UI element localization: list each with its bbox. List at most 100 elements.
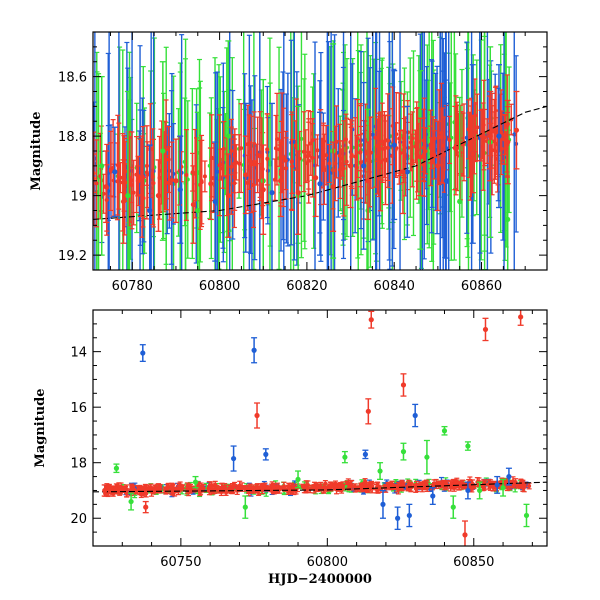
data-point — [365, 408, 371, 414]
data-point — [143, 504, 149, 510]
series-2 — [103, 90, 520, 244]
data-point — [123, 180, 128, 185]
data-point — [129, 178, 134, 183]
data-point — [465, 443, 471, 449]
data-point — [424, 454, 430, 460]
data-point — [160, 148, 166, 154]
data-point — [245, 142, 250, 147]
x-tick-label: 60840 — [374, 279, 415, 294]
data-point — [414, 139, 419, 144]
data-point — [500, 485, 506, 491]
data-point — [362, 451, 368, 457]
data-point — [201, 486, 206, 491]
data-point — [520, 480, 525, 485]
data-point — [260, 187, 266, 193]
top-panel-ylabel: Magnitude — [29, 111, 44, 190]
data-point — [370, 132, 375, 137]
data-point — [198, 182, 203, 187]
data-point — [158, 484, 163, 489]
top-panel: 60780 60800 60820 60840 6086018.618.81919.2 … — [29, 31, 548, 294]
data-point — [324, 153, 329, 158]
data-point — [128, 498, 134, 505]
data-point — [232, 483, 237, 488]
data-point — [102, 487, 108, 494]
data-point — [410, 158, 415, 163]
data-point — [136, 486, 141, 491]
data-point — [337, 484, 342, 489]
data-point — [222, 484, 227, 489]
data-point — [225, 193, 231, 199]
data-point — [344, 159, 349, 164]
data-point — [284, 166, 289, 171]
y-tick-label: 19 — [70, 190, 87, 205]
data-point — [430, 493, 436, 499]
data-point — [328, 484, 333, 489]
data-point — [230, 455, 237, 462]
data-point — [404, 169, 410, 175]
data-point — [470, 151, 476, 157]
data-point — [289, 160, 294, 165]
data-point — [346, 481, 351, 486]
data-point — [305, 483, 310, 488]
data-point — [147, 207, 153, 214]
data-point — [209, 484, 214, 489]
data-point — [321, 486, 326, 491]
data-point — [462, 532, 468, 538]
data-point — [400, 382, 407, 388]
data-point — [167, 181, 172, 186]
data-point — [106, 486, 111, 491]
data-point — [255, 486, 260, 491]
data-point — [134, 172, 139, 177]
data-point — [234, 160, 239, 165]
data-point — [377, 468, 383, 474]
data-point — [391, 142, 397, 148]
data-point — [385, 145, 390, 150]
data-point — [368, 317, 374, 323]
data-point — [177, 187, 183, 193]
data-point — [169, 177, 174, 182]
data-point — [317, 181, 323, 187]
data-point — [144, 163, 149, 168]
data-point — [465, 487, 471, 494]
x-tick-label: 60800 — [199, 279, 240, 294]
bottom-panel-ylabel: Magnitude — [33, 388, 48, 467]
data-point — [315, 148, 320, 153]
data-point — [237, 161, 242, 166]
data-point — [435, 163, 441, 169]
data-point — [496, 133, 502, 139]
data-point — [249, 162, 254, 167]
trend-line — [93, 481, 547, 493]
data-point — [520, 485, 525, 490]
data-point — [212, 198, 218, 205]
data-point — [318, 484, 323, 489]
data-point — [293, 143, 298, 148]
data-point — [184, 172, 189, 177]
data-point — [342, 454, 348, 460]
data-point — [202, 174, 207, 179]
data-point — [220, 166, 225, 171]
data-point — [513, 127, 520, 133]
data-point — [322, 167, 327, 172]
data-point — [138, 175, 144, 181]
data-point — [398, 151, 403, 156]
bottom-panel-frame — [92, 309, 548, 547]
data-point — [452, 145, 458, 151]
series-1 — [113, 425, 530, 528]
data-point — [452, 485, 457, 490]
data-point — [299, 136, 304, 141]
data-point — [306, 153, 311, 158]
series-2 — [101, 310, 524, 546]
data-point — [385, 482, 390, 487]
x-tick-label: 60820 — [286, 279, 327, 294]
data-point — [503, 132, 508, 137]
data-point — [190, 201, 197, 208]
data-point — [334, 139, 339, 144]
series-0 — [139, 337, 512, 530]
data-point — [278, 178, 284, 184]
data-point — [93, 171, 96, 176]
data-point — [240, 485, 245, 490]
data-point — [439, 130, 444, 135]
data-point — [252, 159, 257, 164]
y-tick-label: 18.6 — [58, 71, 87, 86]
data-point — [400, 449, 407, 455]
